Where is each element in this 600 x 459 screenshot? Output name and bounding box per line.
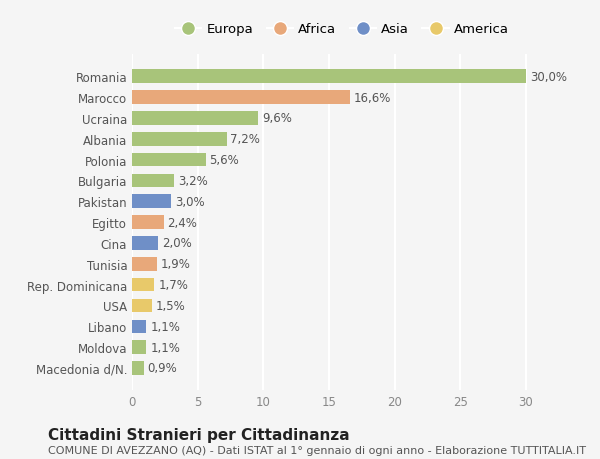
Text: 1,5%: 1,5% [155, 299, 185, 312]
Bar [132, 237, 158, 250]
Text: 5,6%: 5,6% [209, 154, 239, 167]
Bar [132, 257, 157, 271]
Text: 3,2%: 3,2% [178, 174, 208, 188]
Text: 30,0%: 30,0% [530, 71, 566, 84]
Bar [132, 153, 205, 167]
Bar [132, 320, 146, 333]
Text: 7,2%: 7,2% [230, 133, 260, 146]
Text: 1,1%: 1,1% [151, 341, 180, 354]
Legend: Europa, Africa, Asia, America: Europa, Africa, Asia, America [170, 18, 514, 42]
Text: 3,0%: 3,0% [175, 196, 205, 208]
Text: Cittadini Stranieri per Cittadinanza: Cittadini Stranieri per Cittadinanza [48, 427, 350, 442]
Bar [132, 361, 144, 375]
Bar [132, 91, 350, 105]
Bar [132, 341, 146, 354]
Text: 1,9%: 1,9% [161, 257, 191, 271]
Bar [132, 112, 258, 125]
Bar [132, 174, 174, 188]
Bar [132, 278, 154, 292]
Bar [132, 299, 152, 313]
Text: 2,4%: 2,4% [167, 216, 197, 229]
Bar [132, 195, 172, 208]
Text: 1,7%: 1,7% [158, 279, 188, 291]
Text: 2,0%: 2,0% [162, 237, 192, 250]
Text: 1,1%: 1,1% [151, 320, 180, 333]
Text: COMUNE DI AVEZZANO (AQ) - Dati ISTAT al 1° gennaio di ogni anno - Elaborazione T: COMUNE DI AVEZZANO (AQ) - Dati ISTAT al … [48, 445, 586, 455]
Text: 9,6%: 9,6% [262, 112, 292, 125]
Bar [132, 70, 526, 84]
Text: 16,6%: 16,6% [354, 91, 391, 104]
Bar [132, 133, 227, 146]
Bar [132, 216, 163, 230]
Text: 0,9%: 0,9% [148, 362, 178, 375]
